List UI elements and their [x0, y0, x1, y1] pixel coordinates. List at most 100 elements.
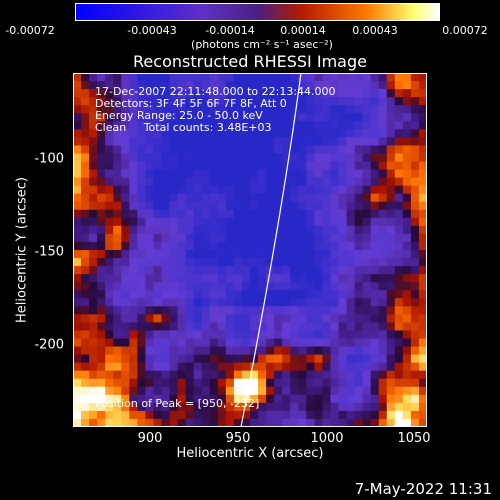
image-pixel — [137, 97, 147, 106]
image-pixel — [346, 121, 356, 130]
image-pixel — [354, 298, 364, 307]
image-pixel — [193, 282, 203, 291]
image-pixel — [386, 145, 396, 155]
image-pixel — [137, 314, 147, 324]
image-pixel — [346, 233, 356, 243]
image-pixel — [322, 402, 332, 412]
image-pixel — [354, 113, 364, 122]
image-pixel — [282, 73, 291, 82]
image-pixel — [266, 97, 275, 106]
image-pixel — [217, 274, 227, 283]
image-pixel — [193, 290, 203, 299]
image-pixel — [201, 73, 211, 82]
image-pixel — [153, 81, 163, 90]
image-pixel — [330, 201, 340, 211]
image-pixel — [418, 209, 427, 219]
image-pixel — [177, 161, 187, 171]
image-pixel — [306, 89, 315, 98]
image-pixel — [225, 129, 235, 138]
image-pixel — [153, 282, 163, 291]
image-pixel — [290, 89, 299, 98]
image-pixel — [314, 330, 324, 340]
image-pixel — [282, 193, 291, 203]
image-pixel — [410, 121, 420, 130]
image-pixel — [370, 233, 380, 243]
image-pixel — [346, 394, 356, 404]
image-pixel — [338, 177, 348, 187]
image-pixel — [137, 121, 147, 130]
image-pixel — [330, 225, 340, 235]
image-pixel — [330, 266, 340, 275]
image-pixel — [185, 338, 195, 348]
image-pixel — [274, 298, 283, 307]
image-pixel — [217, 282, 227, 291]
image-pixel — [402, 169, 412, 179]
image-pixel — [362, 185, 372, 195]
image-pixel — [418, 338, 427, 348]
image-pixel — [121, 177, 130, 187]
image-pixel — [330, 370, 340, 380]
y-axis-label: Heliocentric Y (arcsec) — [14, 177, 30, 323]
image-pixel — [346, 418, 356, 427]
image-pixel — [274, 73, 283, 82]
image-pixel — [177, 217, 187, 227]
image-pixel — [418, 241, 427, 251]
image-pixel — [298, 105, 307, 114]
image-pixel — [282, 145, 291, 155]
image-pixel — [418, 89, 427, 98]
image-pixel — [129, 129, 138, 138]
image-pixel — [346, 161, 356, 171]
image-pixel — [362, 346, 372, 356]
image-pixel — [201, 161, 211, 171]
image-pixel — [81, 330, 90, 340]
image-pixel — [161, 121, 171, 130]
image-pixel — [137, 338, 147, 348]
image-pixel — [129, 322, 138, 332]
image-pixel — [121, 89, 130, 98]
image-pixel — [258, 418, 267, 427]
image-pixel — [362, 193, 372, 203]
image-pixel — [113, 89, 122, 98]
image-pixel — [137, 169, 147, 179]
image-pixel — [306, 137, 315, 147]
image-pixel — [121, 338, 130, 348]
image-pixel — [258, 410, 267, 420]
image-pixel — [89, 402, 98, 412]
image-pixel — [185, 225, 195, 235]
image-pixel — [330, 137, 340, 147]
image-pixel — [73, 394, 82, 404]
image-pixel — [233, 346, 243, 356]
image-pixel — [282, 354, 291, 364]
image-pixel — [217, 322, 227, 332]
image-pixel — [233, 266, 243, 275]
image-pixel — [354, 153, 364, 163]
image-pixel — [354, 330, 364, 340]
image-pixel — [105, 113, 114, 122]
image-pixel — [266, 282, 275, 291]
image-pixel — [370, 346, 380, 356]
image-pixel — [169, 338, 179, 348]
image-pixel — [298, 209, 307, 219]
image-pixel — [97, 209, 106, 219]
image-pixel — [282, 153, 291, 163]
image-pixel — [274, 250, 283, 259]
image-pixel — [225, 314, 235, 324]
image-pixel — [89, 250, 98, 259]
image-pixel — [185, 410, 195, 420]
image-pixel — [258, 121, 267, 130]
image-pixel — [185, 153, 195, 163]
image-pixel — [282, 330, 291, 340]
image-pixel — [386, 290, 396, 299]
image-pixel — [105, 225, 114, 235]
image-pixel — [266, 290, 275, 299]
image-pixel — [177, 386, 187, 396]
image-pixel — [113, 330, 122, 340]
image-pixel — [121, 193, 130, 203]
image-pixel — [73, 250, 82, 259]
image-pixel — [338, 258, 348, 267]
image-pixel — [193, 225, 203, 235]
image-pixel — [169, 274, 179, 283]
image-pixel — [185, 233, 195, 243]
image-pixel — [370, 394, 380, 404]
image-pixel — [145, 274, 155, 283]
